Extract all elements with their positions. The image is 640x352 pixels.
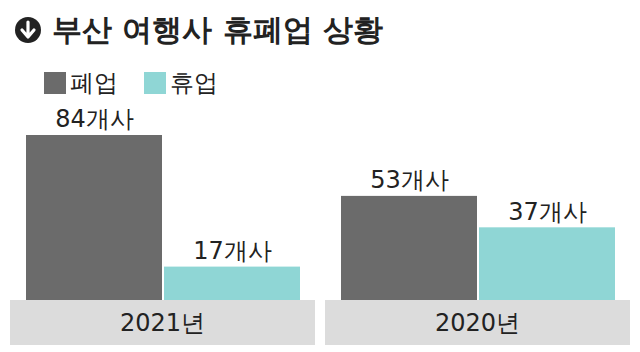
html-text:2021년: 2021년 bbox=[119, 308, 205, 337]
html-text:휴업: 휴업 bbox=[170, 68, 218, 97]
svg-text:84개사: 84개사 bbox=[55, 105, 134, 133]
svg-text:53개사: 53개사 bbox=[370, 166, 449, 194]
html-text:폐업: 폐업 bbox=[70, 68, 118, 97]
html-text:부산 여행사 휴폐업 상황: 부산 여행사 휴폐업 상황 bbox=[52, 11, 384, 47]
svg-text:17개사: 17개사 bbox=[193, 237, 272, 265]
svg-text:37개사: 37개사 bbox=[508, 198, 587, 226]
html-text:2020년: 2020년 bbox=[435, 308, 520, 337]
